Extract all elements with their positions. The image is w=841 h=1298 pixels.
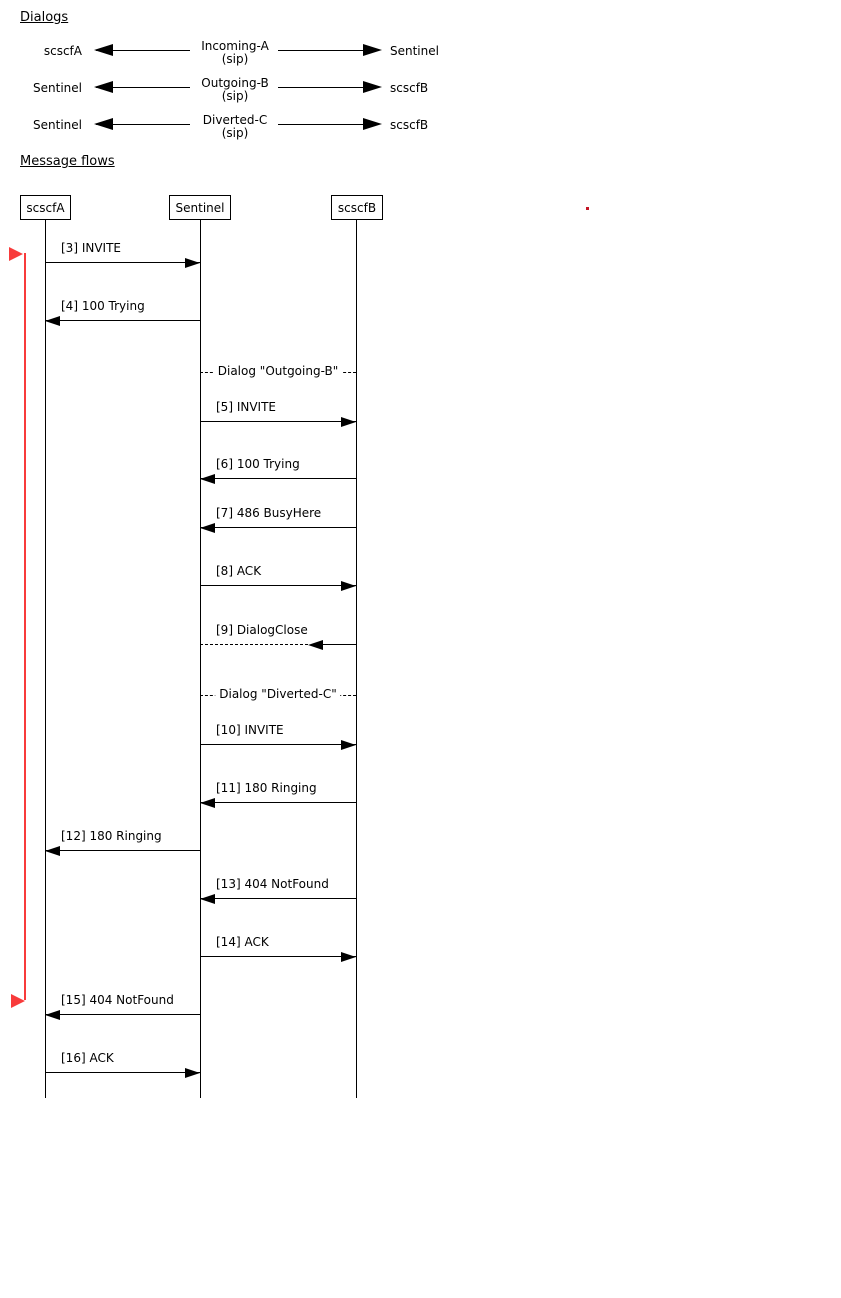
participant-box-scscfA: scscfA: [20, 195, 71, 220]
message-line: [200, 744, 356, 745]
dialog-right-arrowhead-icon: [363, 44, 382, 56]
dialog-left-endpoint: scscfA: [43, 44, 82, 58]
message-line: [200, 802, 356, 803]
highlight-span-start-arrow-icon: [9, 247, 23, 261]
dialog-protocol: (sip): [221, 52, 249, 66]
message-line: [45, 262, 200, 263]
message-label: [15] 404 NotFound: [61, 993, 174, 1007]
dialog-right-line: [278, 124, 365, 125]
message-line: [200, 421, 356, 422]
dialog-protocol: (sip): [221, 89, 249, 103]
message-label: [12] 180 Ringing: [61, 829, 162, 843]
dialog-right-arrowhead-icon: [363, 118, 382, 130]
message-arrowhead-icon: [45, 1010, 60, 1020]
message-arrowhead-icon: [200, 894, 215, 904]
dialog-right-line: [278, 87, 365, 88]
participant-box-scscfB: scscfB: [331, 195, 383, 220]
stray-red-dot: [586, 207, 589, 210]
dialog-left-endpoint: Sentinel: [33, 118, 82, 132]
message-arrowhead-icon: [185, 1068, 200, 1078]
message-arrowhead-icon: [45, 316, 60, 326]
message-line: [45, 850, 200, 851]
dialog-name: Incoming-A: [201, 39, 269, 53]
dialog-right-line: [278, 50, 365, 51]
dialog-left-line: [96, 124, 190, 125]
message-label: [3] INVITE: [61, 241, 121, 255]
message-line: [200, 898, 356, 899]
message-label: [5] INVITE: [216, 400, 276, 414]
message-label: [7] 486 BusyHere: [216, 506, 322, 520]
dialog-name: Diverted-C: [202, 113, 268, 127]
message-line: [45, 320, 200, 321]
message-line: [323, 644, 356, 645]
message-line: [200, 527, 356, 528]
message-label: [8] ACK: [216, 564, 262, 578]
lifeline-scscfB: [356, 220, 357, 1098]
message-line: [200, 478, 356, 479]
message-label: [6] 100 Trying: [216, 457, 300, 471]
message-line: [200, 956, 356, 957]
dialog-protocol: (sip): [221, 126, 249, 140]
message-arrowhead-icon: [45, 846, 60, 856]
message-line: [45, 1014, 200, 1015]
dialog-right-arrowhead-icon: [363, 81, 382, 93]
highlight-span-end-arrow-icon: [11, 994, 25, 1008]
lifeline-Sentinel: [200, 220, 201, 1098]
message-label: [16] ACK: [61, 1051, 114, 1065]
separator-label: Dialog "Outgoing-B": [213, 364, 343, 379]
message-line: [200, 585, 356, 586]
message-arrowhead-icon: [200, 798, 215, 808]
dialog-left-line: [96, 87, 190, 88]
message-arrowhead-icon: [185, 258, 200, 268]
dialog-left-line: [96, 50, 190, 51]
separator-label: Dialog "Diverted-C": [215, 687, 341, 702]
highlight-span-bracket: [24, 253, 26, 1000]
dialogs-heading: Dialogs: [20, 10, 69, 25]
message-label: [11] 180 Ringing: [216, 781, 317, 795]
message-flows-heading: Message flows: [20, 154, 115, 169]
message-label: [13] 404 NotFound: [216, 877, 329, 891]
message-line: [45, 1072, 200, 1073]
message-arrowhead-icon: [341, 740, 356, 750]
message-label: [9] DialogClose: [216, 623, 308, 637]
message-arrowhead-icon: [341, 581, 356, 591]
participant-box-Sentinel: Sentinel: [169, 195, 231, 220]
dialog-right-endpoint: scscfB: [390, 118, 429, 132]
message-arrowhead-icon: [341, 417, 356, 427]
message-arrowhead-icon: [308, 640, 323, 650]
message-label: [4] 100 Trying: [61, 299, 145, 313]
message-arrowhead-icon: [200, 474, 215, 484]
message-label: [10] INVITE: [216, 723, 284, 737]
dialog-name: Outgoing-B: [201, 76, 269, 90]
message-line-dashed: [200, 644, 308, 645]
dialog-left-endpoint: Sentinel: [33, 81, 82, 95]
dialog-right-endpoint: Sentinel: [390, 44, 439, 58]
message-arrowhead-icon: [341, 952, 356, 962]
dialog-right-endpoint: scscfB: [390, 81, 429, 95]
message-label: [14] ACK: [216, 935, 269, 949]
lifeline-scscfA: [45, 220, 46, 1098]
message-arrowhead-icon: [200, 523, 215, 533]
